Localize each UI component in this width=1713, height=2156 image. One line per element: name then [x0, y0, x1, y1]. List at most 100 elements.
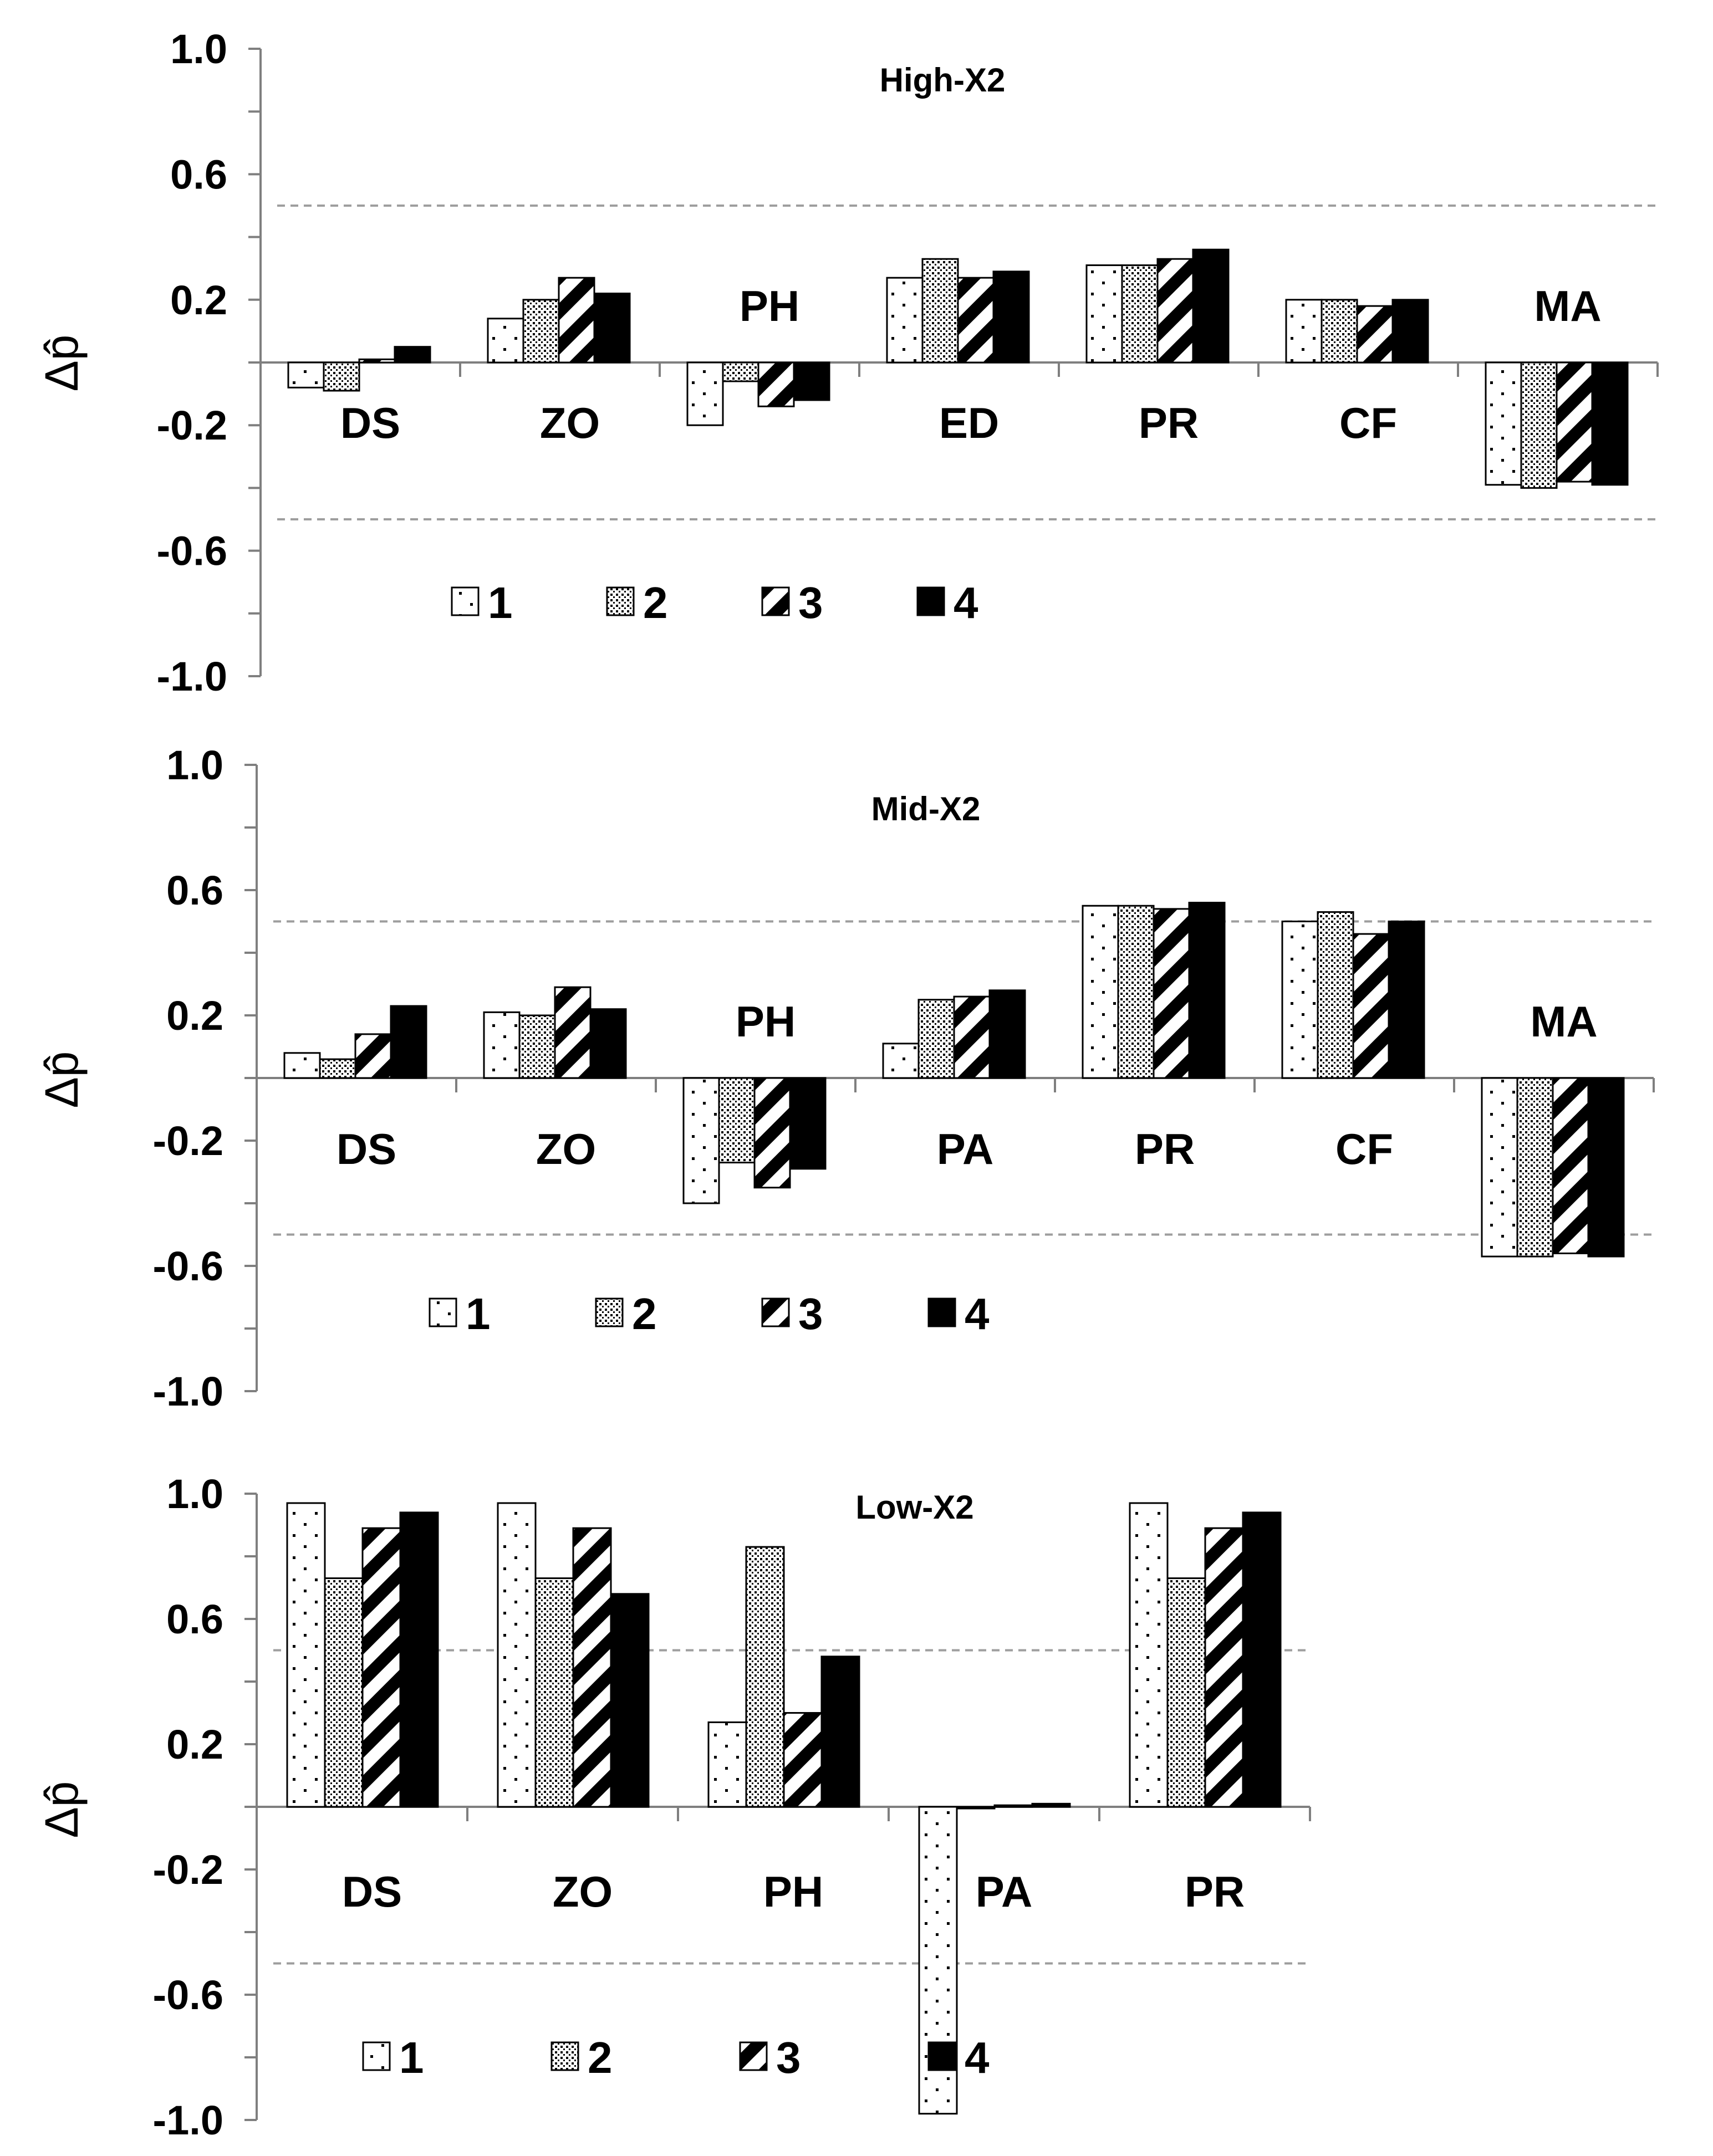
bar-ds-series-4: [399, 1511, 439, 1808]
y-tick-label: -1.0: [152, 2097, 223, 2143]
bar-cf-series-4: [1391, 299, 1429, 364]
bar-ma-series-4: [1591, 361, 1629, 486]
bar-ds-series-1: [287, 361, 325, 389]
legend-swatch-4: [927, 2041, 956, 2071]
bar-zo-series-3: [558, 277, 595, 364]
y-tick-label: 0.6: [170, 151, 227, 197]
chart-title: High-X2: [880, 62, 1006, 99]
bar-ph-series-2: [718, 1077, 756, 1164]
legend-label-3: 3: [776, 2033, 801, 2082]
category-label: PA: [937, 1125, 994, 1173]
bar-ds-series-3: [354, 1033, 392, 1079]
y-tick-label: -1.0: [156, 653, 227, 699]
bar-cf-series-4: [1388, 921, 1425, 1079]
chart-title: Mid-X2: [871, 790, 981, 827]
y-axis-label: Δp̂: [35, 1781, 88, 1838]
bar-ph-series-4: [793, 361, 830, 401]
category-label: CF: [1335, 1125, 1393, 1173]
bar-ph-series-4: [789, 1077, 827, 1170]
bar-ds-series-2: [324, 1577, 364, 1808]
category-label: DS: [342, 1867, 402, 1916]
y-tick-label: -0.2: [152, 1118, 223, 1164]
legend-swatch-4: [916, 586, 945, 616]
category-label: PH: [736, 997, 796, 1046]
legend-label-2: 2: [632, 1289, 657, 1338]
bar-ed-series-4: [992, 270, 1030, 364]
y-axis-label: Δp̂: [35, 1051, 88, 1108]
category-label: MA: [1534, 282, 1601, 330]
y-tick-label: -0.6: [156, 528, 227, 574]
bar-pa-series-3: [993, 1804, 1033, 1808]
bar-pr-series-3: [1156, 258, 1194, 364]
legend-label-4: 4: [954, 578, 978, 627]
legend-label-2: 2: [588, 2033, 613, 2082]
category-label: DS: [340, 398, 400, 447]
chart-panel-2: 1.0 0.6 0.2 -0.2 -0.6 -1.0 DS ZO PH PA PR CF MA Mid-X…: [35, 742, 1655, 1414]
bar-pr-series-4: [1192, 248, 1230, 364]
category-label: CF: [1339, 398, 1397, 447]
bar-pr-series-1: [1082, 905, 1119, 1079]
bar-ph-series-1: [682, 1077, 720, 1204]
bar-pa-series-3: [953, 995, 991, 1079]
legend-label-1: 1: [488, 578, 513, 627]
y-tick-label: 1.0: [166, 1471, 223, 1517]
bar-pr-series-2: [1121, 264, 1159, 364]
y-tick-label: 0.2: [166, 1721, 223, 1767]
legend-label-4: 4: [965, 2033, 990, 2082]
y-axis-label: Δp̂: [35, 335, 88, 392]
bar-ds-series-1: [286, 1502, 326, 1808]
bar-cf-series-3: [1352, 933, 1390, 1079]
bar-pr-series-2: [1117, 905, 1155, 1079]
category-label: DS: [337, 1125, 396, 1173]
legend-swatch-3: [739, 2041, 768, 2071]
y-tick-label: -0.2: [152, 1847, 223, 1893]
bar-ma-series-4: [1587, 1077, 1625, 1258]
bar-ma-series-2: [1516, 1077, 1554, 1258]
y-tick-label: 0.6: [166, 867, 223, 913]
bar-ds-series-3: [358, 358, 396, 364]
legend-swatch-2: [550, 2041, 579, 2071]
legend-swatch-4: [927, 1297, 956, 1327]
category-label: PR: [1185, 1867, 1245, 1916]
bar-ph-series-3: [783, 1712, 823, 1808]
bar-ed-series-3: [957, 277, 995, 364]
bar-ma-series-1: [1485, 361, 1522, 486]
bar-zo-series-2: [522, 299, 560, 364]
y-tick-label: 0.2: [166, 993, 223, 1039]
category-label: ZO: [540, 398, 600, 447]
chart-title: Low-X2: [855, 1489, 973, 1526]
bar-zo-series-4: [610, 1593, 650, 1808]
bar-pa-series-2: [956, 1806, 996, 1810]
bar-ma-series-3: [1556, 361, 1593, 483]
y-tick-label: 0.6: [166, 1596, 223, 1642]
chart-panel-3: 1.0 0.6 0.2 -0.2 -0.6 -1.0 DS ZO PH PA PR Low-X2 Δp̂…: [35, 1471, 1311, 2143]
legend-label-3: 3: [798, 1289, 823, 1338]
bar-cf-series-3: [1356, 305, 1394, 364]
category-label: PH: [740, 282, 799, 330]
legend-label-1: 1: [466, 1289, 491, 1338]
bar-ma-series-1: [1481, 1077, 1518, 1258]
category-label: PR: [1139, 398, 1199, 447]
bar-ph-series-3: [753, 1077, 791, 1189]
bar-pr-series-3: [1153, 908, 1190, 1079]
y-tick-label: 0.2: [170, 277, 227, 323]
bar-ds-series-1: [283, 1052, 321, 1079]
y-tick-label: 1.0: [170, 26, 227, 72]
bar-cf-series-2: [1317, 911, 1354, 1079]
legend-swatch-3: [761, 1297, 790, 1327]
bar-pr-series-4: [1242, 1511, 1282, 1808]
bar-cf-series-1: [1281, 921, 1319, 1079]
category-label: PH: [763, 1867, 823, 1916]
bar-ma-series-3: [1552, 1077, 1589, 1254]
category-label: MA: [1530, 997, 1597, 1046]
legend-swatch-1: [429, 1297, 457, 1327]
bar-ma-series-2: [1520, 361, 1558, 489]
y-tick-label: -1.0: [152, 1368, 223, 1414]
legend-label-2: 2: [643, 578, 668, 627]
bar-pa-series-1: [882, 1043, 920, 1079]
y-tick-label: -0.2: [156, 402, 227, 448]
legend-label-3: 3: [798, 578, 823, 627]
category-label: ZO: [553, 1867, 613, 1916]
bar-ph-series-2: [722, 361, 759, 382]
